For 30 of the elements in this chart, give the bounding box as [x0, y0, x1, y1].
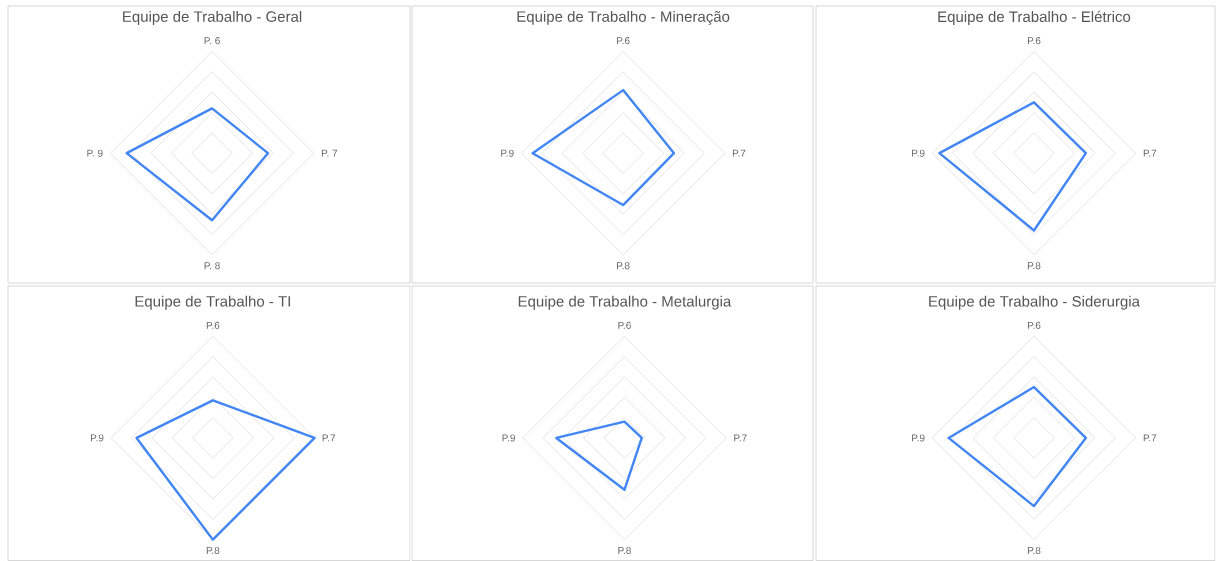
spoke-label: P.7: [1143, 434, 1157, 442]
spoke-label: P.8: [1027, 262, 1041, 270]
spoke-label: P.9: [501, 149, 514, 157]
spoke-label: P.8: [206, 546, 220, 555]
spoke-label: P. 7: [321, 149, 338, 157]
spoke-label: P.8: [1027, 546, 1041, 555]
spoke-label: P. 6: [204, 37, 220, 45]
chart-title: Equipe de Trabalho - Geral: [123, 10, 302, 25]
chart-title: Equipe de Trabalho - Mineração: [517, 10, 730, 25]
spoke-label: P.7: [734, 434, 747, 442]
spoke-label: P.6: [1027, 37, 1041, 45]
spoke-label: P.9: [912, 149, 925, 157]
chart-title: Equipe de Trabalho - Siderurgia: [929, 295, 1140, 310]
spoke-label: P.9: [912, 434, 925, 442]
spoke-label: P.7: [322, 434, 336, 442]
chart-title: Equipe de Trabalho - Metalurgia: [518, 295, 732, 310]
chart-title: Equipe de Trabalho - TI: [135, 295, 290, 310]
spoke-label: P.9: [502, 434, 515, 442]
spoke-label: P. 8: [204, 262, 220, 270]
spoke-label: P.8: [617, 262, 630, 270]
spoke-label: P.7: [732, 149, 746, 157]
spoke-label: P.8: [618, 546, 631, 555]
spoke-label: P.9: [90, 434, 104, 442]
spoke-label: P.6: [618, 321, 631, 329]
spoke-label: P. 9: [87, 149, 103, 157]
chart-title: Equipe de Trabalho - Elétrico: [938, 10, 1131, 25]
spoke-label: P.6: [617, 37, 630, 45]
spoke-label: P.6: [206, 321, 220, 329]
spoke-label: P.7: [1143, 149, 1157, 157]
spoke-label: P.6: [1027, 321, 1041, 329]
